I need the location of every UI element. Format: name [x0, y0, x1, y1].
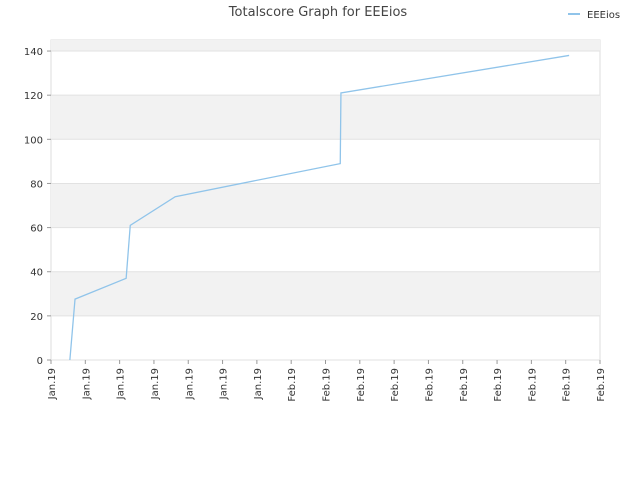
x-tick-label: Jan.19 — [116, 368, 127, 400]
x-tick-label: Jan.19 — [47, 368, 58, 400]
y-tick-label: 120 — [24, 91, 43, 102]
grid-band — [51, 95, 600, 140]
x-tick-label: Feb.19 — [493, 368, 504, 402]
x-tick-label: Jan.19 — [150, 368, 161, 400]
x-tick-label: Feb.19 — [356, 368, 367, 402]
y-tick-label: 140 — [24, 47, 43, 58]
x-tick-label: Feb.19 — [527, 368, 538, 402]
x-tick-label: Feb.19 — [287, 368, 298, 402]
x-tick-label: Feb.19 — [459, 368, 470, 402]
grid-band — [51, 271, 600, 316]
x-tick-label: Jan.19 — [219, 368, 230, 400]
x-tick-label: Feb.19 — [390, 368, 401, 402]
y-tick-label: 60 — [30, 224, 43, 235]
x-tick-label: Feb.19 — [424, 368, 435, 402]
x-tick-label: Feb.19 — [322, 368, 333, 402]
grid-band — [51, 183, 600, 228]
x-tick-label: Feb.19 — [596, 368, 607, 402]
y-tick-label: 0 — [37, 356, 43, 367]
line — [69, 54, 570, 361]
legend-label: EEEios — [587, 10, 620, 21]
x-tick-label: Jan.19 — [253, 368, 264, 400]
y-tick-label: 40 — [30, 268, 43, 279]
x-tick-label: Jan.19 — [81, 368, 92, 400]
y-tick-label: 20 — [30, 312, 43, 323]
x-tick-label: Jan.19 — [184, 368, 195, 400]
y-tick-label: 100 — [24, 135, 43, 146]
chart-title: Totalscore Graph for EEEios — [228, 5, 408, 20]
y-tick-label: 80 — [30, 179, 43, 190]
grid-band — [51, 40, 600, 52]
x-tick-label: Feb.19 — [562, 368, 573, 402]
